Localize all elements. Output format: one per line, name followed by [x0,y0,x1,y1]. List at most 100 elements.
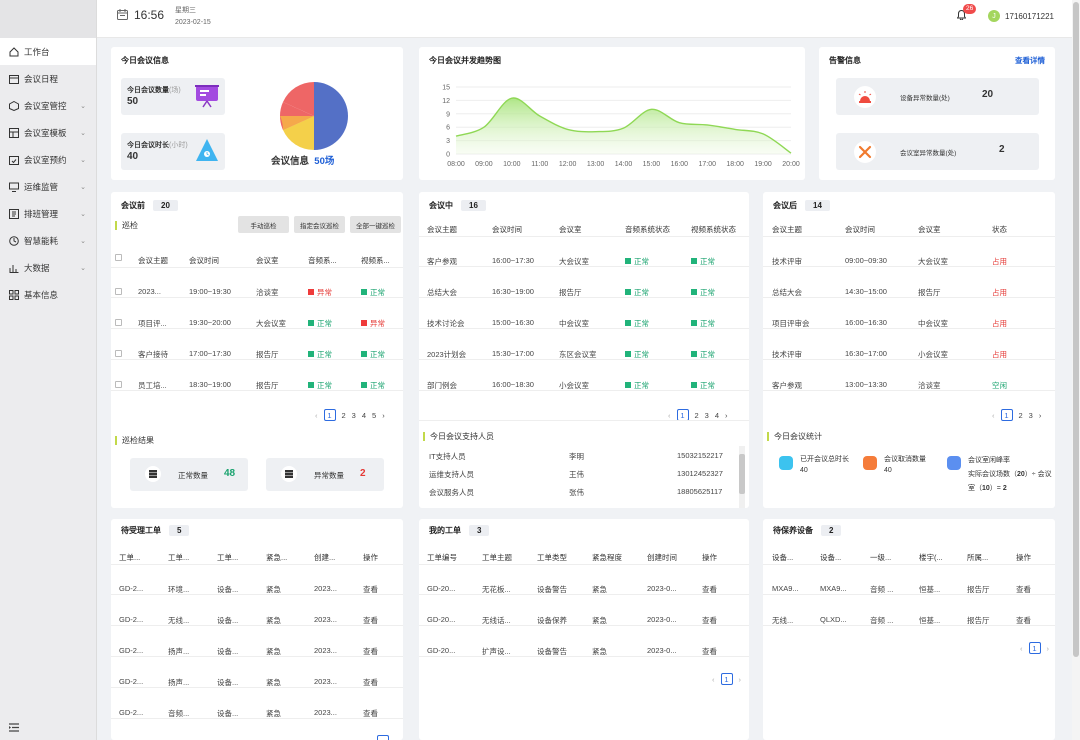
view-link[interactable]: 查看 [363,677,378,687]
sidebar-item-0[interactable]: 工作台 [0,38,96,65]
view-link[interactable]: 查看 [702,646,717,656]
support-scroll-thumb[interactable] [739,454,745,494]
status-ok-icon [361,289,367,295]
sidebar-item-3[interactable]: 会议室模板 ⌄ [0,119,96,146]
page-prev-icon[interactable]: ‹ [712,674,715,684]
status-text: 异常 [317,287,332,297]
y-tick-label: 9 [446,111,450,118]
status-cell: 异常 [308,287,332,298]
status-text: 正常 [634,380,649,390]
page-prev-icon[interactable]: ‹ [668,410,671,420]
status-text: 正常 [700,287,715,297]
page-next-icon[interactable]: › [1038,410,1042,420]
pagination: ‹ 1 › [709,673,744,685]
sidebar-item-6[interactable]: 排班管理 ⌄ [0,200,96,227]
view-link[interactable]: 查看 [363,708,378,718]
page-next-icon[interactable]: › [738,674,742,684]
status-cell: 正常 [691,349,715,360]
table-cell: GD-20... [427,614,456,624]
page-prev-icon[interactable]: ‹ [1020,643,1023,653]
room-status: 占用 [992,256,1007,266]
sidebar-item-2[interactable]: 会议室管控 ⌄ [0,92,96,119]
table-cell: 17:00~17:30 [189,348,231,358]
page-number[interactable]: 4 [714,410,720,420]
stat3-formula-c: 室（ [968,485,982,492]
page-number[interactable]: 3 [1028,410,1033,420]
status-cell: 正常 [691,380,715,391]
chevron-down-icon: ⌄ [80,156,86,164]
page-next-icon[interactable]: › [382,410,385,420]
status-text: 正常 [634,287,649,297]
page-next-icon[interactable]: › [725,410,728,420]
stat-heading: 今日会议统计 [767,431,822,442]
support-scrollbar[interactable] [739,446,745,508]
meeting-count-value: 50 [127,96,139,107]
server-icon [281,466,297,482]
page-number[interactable]: 2 [341,410,346,420]
table-cell: 恒基... [919,615,941,625]
page-prev-icon[interactable]: ‹ [315,410,318,420]
header-checkbox[interactable] [115,254,122,261]
card-title: 会议中 16 [429,200,486,211]
manual-inspect-button[interactable]: 手动巡检 [238,216,289,233]
page-number[interactable]: 1 [1028,642,1041,654]
row-checkbox[interactable] [115,380,122,388]
row-checkbox[interactable] [115,287,122,295]
table-cell: 设备... [217,615,239,625]
status-cell: 正常 [361,349,385,360]
view-link[interactable]: 查看 [363,615,378,625]
page-scrollbar[interactable] [1072,0,1080,740]
status-ok-icon [691,382,697,388]
sidebar-item-5[interactable]: 运维监管 ⌄ [0,173,96,200]
sidebar-item-8[interactable]: 大数据 ⌄ [0,254,96,281]
stat3-formula-b: ）÷ 会议 [1024,471,1052,478]
status-cell: 正常 [625,380,649,391]
table-cell: 洽谈室 [918,380,941,390]
view-link[interactable]: 查看 [702,584,717,594]
sidebar-item-label: 会议室管控 [24,100,67,111]
specified-inspect-button[interactable]: 指定会议巡检 [294,216,345,233]
meeting-duration-box: 今日会议时长(小时) 40 [121,133,225,170]
view-link[interactable]: 查看 [702,615,717,625]
page-number[interactable]: 5 [372,410,377,420]
page-number[interactable]: 4 [361,410,367,420]
page-number[interactable]: 1 [1000,409,1013,421]
page-number[interactable]: 3 [351,410,356,420]
all-inspect-button[interactable]: 全部一键巡检 [350,216,401,233]
table-cell: 紧急 [592,646,607,656]
row-checkbox[interactable] [115,349,122,357]
sidebar-item-7[interactable]: 智慧能耗 ⌄ [0,227,96,254]
table-cell: 无线... [772,615,794,625]
page-number[interactable]: 2 [1018,410,1023,420]
avatar[interactable]: J [988,10,1001,22]
support-cell: IT支持人员 [429,452,466,461]
collapse-menu-icon[interactable] [9,723,19,734]
abnormal-count-value: 2 [360,468,366,479]
pie-slice-2 [283,116,314,150]
sidebar-item-4[interactable]: 会议室预约 ⌄ [0,146,96,173]
column-header: 会议主题 [772,225,802,234]
table-cell: 2023... [314,676,337,686]
view-link[interactable]: 查看 [363,646,378,656]
page-prev-icon[interactable]: ‹ [992,410,995,420]
page-number[interactable]: 1 [720,673,733,685]
row-checkbox[interactable] [115,318,122,326]
page-next-icon[interactable]: › [1046,643,1050,653]
table-cell: 14:30~15:00 [845,286,887,296]
stat3-label: 会议室闲峰率 [968,457,1010,464]
username[interactable]: 17160171221 [1005,11,1054,21]
view-details-link[interactable]: 查看详情 [1015,56,1045,65]
view-link[interactable]: 查看 [363,584,378,594]
page-number[interactable]: 1 [323,409,336,421]
row-divider [763,625,1055,626]
sidebar-item-1[interactable]: 会议日程 [0,65,96,92]
view-link[interactable]: 查看 [1016,615,1031,625]
pagination-current[interactable] [377,735,389,740]
column-header: 音频系... [308,256,337,265]
view-link[interactable]: 查看 [1016,584,1031,594]
notification-button[interactable]: 26 [956,4,977,22]
sidebar-item-9[interactable]: 基本信息 [0,281,96,308]
page-scroll-thumb[interactable] [1073,2,1079,657]
page-number[interactable]: 3 [704,410,709,420]
page-number[interactable]: 2 [694,410,699,420]
